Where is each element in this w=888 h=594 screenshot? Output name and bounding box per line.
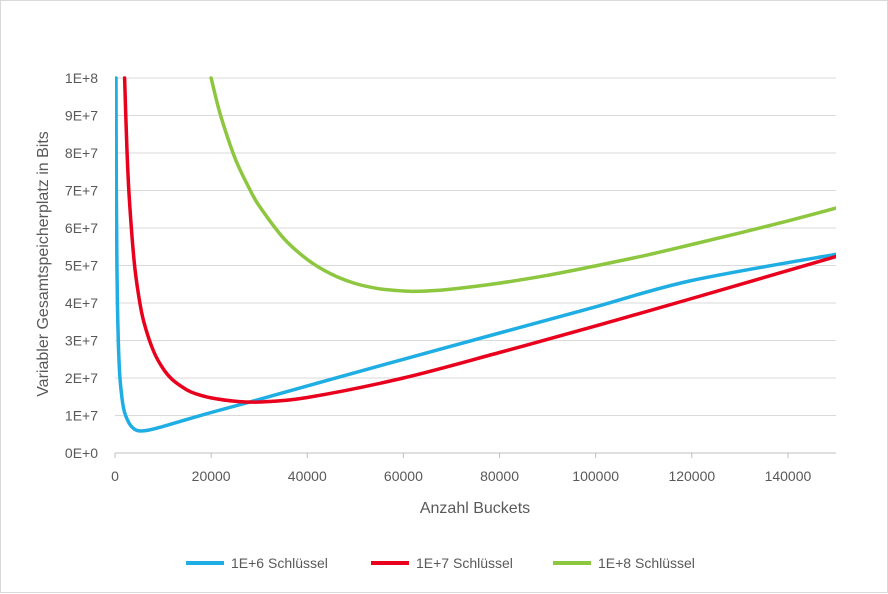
series-line-1 (115, 76, 836, 433)
y-tick-label: 9E+7 (65, 108, 98, 124)
y-tick-label: 0E+0 (65, 445, 98, 461)
y-tick-label: 7E+7 (65, 183, 98, 199)
series-lines (115, 76, 836, 433)
y-tick-label: 8E+7 (65, 145, 98, 161)
legend-label-1: 1E+6 Schlüssel (231, 555, 328, 571)
x-tick-label: 80000 (480, 468, 519, 484)
x-tick-labels: 0 20000 40000 60000 80000 100000 120000 140000 (111, 468, 811, 484)
x-axis-title: Anzahl Buckets (420, 500, 530, 517)
legend: 1E+6 Schlüssel 1E+7 Schlüssel 1E+8 Schlüss… (186, 555, 695, 571)
y-tick-label: 6E+7 (65, 220, 98, 236)
grid-lines (114, 77, 836, 458)
y-tick-label: 1E+8 (65, 70, 98, 86)
x-tick-label: 100000 (572, 468, 619, 484)
x-tick-label: 0 (111, 468, 119, 484)
legend-label-2: 1E+7 Schlüssel (416, 555, 513, 571)
x-tick-label: 20000 (192, 468, 231, 484)
y-tick-label: 3E+7 (65, 333, 98, 349)
y-axis-title: Variabler Gesamtspeicherplatz in Bits (35, 131, 52, 397)
x-tick-label: 120000 (668, 468, 715, 484)
y-tick-label: 4E+7 (65, 295, 98, 311)
x-tick-label: 40000 (288, 468, 327, 484)
series-line-2 (122, 76, 836, 404)
y-tick-labels: 0E+0 1E+7 2E+7 3E+7 4E+7 5E+7 6E+7 7E+7 8E+7 9E+7… (65, 70, 98, 461)
legend-label-3: 1E+8 Schlüssel (598, 555, 695, 571)
y-tick-label: 5E+7 (65, 258, 98, 274)
x-tick-label: 60000 (384, 468, 423, 484)
series-line-3 (209, 76, 836, 294)
y-tick-label: 1E+7 (65, 408, 98, 424)
x-tick-label: 140000 (765, 468, 812, 484)
y-tick-label: 2E+7 (65, 370, 98, 386)
